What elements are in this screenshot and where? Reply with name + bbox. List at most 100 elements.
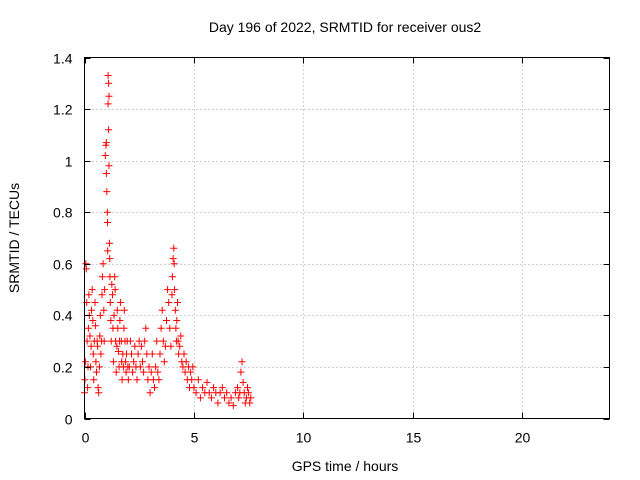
data-point xyxy=(95,389,103,397)
chart-title: Day 196 of 2022, SRMTID for receiver ous… xyxy=(209,19,482,35)
y-tick-label: 1.2 xyxy=(53,102,73,118)
data-point xyxy=(111,286,119,294)
data-point xyxy=(85,291,93,299)
y-tick-labels: 0 0.2 0.4 0.6 0.8 1 1.2 1.4 xyxy=(53,51,73,428)
x-axis-label: GPS time / hours xyxy=(292,458,399,474)
data-point xyxy=(101,286,109,294)
data-point xyxy=(214,399,222,407)
data-point xyxy=(156,350,164,358)
data-point xyxy=(99,260,107,268)
data-point xyxy=(126,337,134,345)
data-point xyxy=(133,376,141,384)
data-point xyxy=(88,306,95,314)
data-point xyxy=(216,389,224,397)
data-point xyxy=(105,126,113,134)
data-point xyxy=(196,394,204,402)
data-point xyxy=(235,394,243,402)
data-point xyxy=(190,384,198,392)
data-point xyxy=(239,378,247,386)
data-point xyxy=(90,376,98,384)
data-point xyxy=(229,402,237,410)
data-point xyxy=(146,389,154,397)
data-point xyxy=(88,286,96,294)
data-point xyxy=(84,324,92,332)
data-point xyxy=(157,324,165,332)
data-point xyxy=(139,358,146,366)
data-point xyxy=(136,363,144,371)
data-point xyxy=(165,299,173,306)
data-point xyxy=(94,342,102,350)
data-point xyxy=(109,291,116,299)
data-point xyxy=(172,324,180,332)
data-point xyxy=(98,273,106,281)
data-point xyxy=(87,342,95,350)
data-point xyxy=(153,337,161,345)
data-point xyxy=(118,376,126,384)
data-point xyxy=(87,363,95,371)
x-tick-label: 0 xyxy=(82,430,90,446)
data-point xyxy=(238,358,246,366)
data-point xyxy=(155,376,163,384)
data-point xyxy=(171,286,179,294)
data-point xyxy=(98,291,106,299)
data-point xyxy=(122,368,130,376)
data-point xyxy=(86,332,94,340)
data-point xyxy=(180,350,188,358)
data-point xyxy=(145,363,153,371)
data-point xyxy=(122,358,130,366)
grid xyxy=(84,57,610,419)
data-point xyxy=(103,188,111,196)
x-tick-labels: 0 5 10 15 20 xyxy=(82,430,531,446)
data-point xyxy=(192,389,200,397)
data-point xyxy=(113,342,121,350)
data-point xyxy=(148,350,156,358)
x-tick-label: 15 xyxy=(406,430,422,446)
y-tick-label: 1.4 xyxy=(53,51,73,67)
data-point xyxy=(170,244,178,252)
data-point xyxy=(102,170,110,177)
data-point xyxy=(244,384,251,392)
data-point xyxy=(92,358,100,366)
data-point xyxy=(199,384,207,392)
data-point xyxy=(166,324,174,332)
data-point xyxy=(117,299,125,306)
data-point xyxy=(128,350,135,358)
data-point xyxy=(227,394,235,402)
data-point xyxy=(110,311,118,319)
y-tick-label: 1 xyxy=(65,154,73,170)
data-point xyxy=(245,389,253,397)
data-point xyxy=(168,273,176,281)
data-point xyxy=(207,394,215,402)
data-point xyxy=(171,306,179,314)
data-point xyxy=(96,311,104,319)
data-points xyxy=(81,72,255,410)
data-point xyxy=(82,265,90,273)
y-tick-label: 0.2 xyxy=(53,360,73,376)
data-point xyxy=(137,342,145,350)
data-point xyxy=(187,368,195,376)
data-point xyxy=(225,399,233,407)
data-point xyxy=(141,337,149,345)
data-point xyxy=(104,219,111,226)
y-tick-label: 0.6 xyxy=(53,257,73,273)
data-point xyxy=(221,394,228,402)
data-point xyxy=(104,72,112,79)
data-point xyxy=(100,306,108,314)
data-point xyxy=(105,162,113,170)
data-point xyxy=(205,389,213,397)
data-point xyxy=(125,363,133,371)
data-point xyxy=(116,317,124,324)
y-tick-label: 0 xyxy=(65,412,73,428)
data-point xyxy=(114,324,122,332)
data-point xyxy=(164,286,172,294)
data-point xyxy=(130,358,138,366)
data-point xyxy=(168,291,176,299)
data-point xyxy=(93,368,100,376)
data-point xyxy=(105,92,113,100)
data-point xyxy=(176,342,184,350)
data-point xyxy=(129,368,137,376)
data-point xyxy=(188,376,196,384)
data-point xyxy=(223,389,231,397)
data-point xyxy=(96,332,104,340)
